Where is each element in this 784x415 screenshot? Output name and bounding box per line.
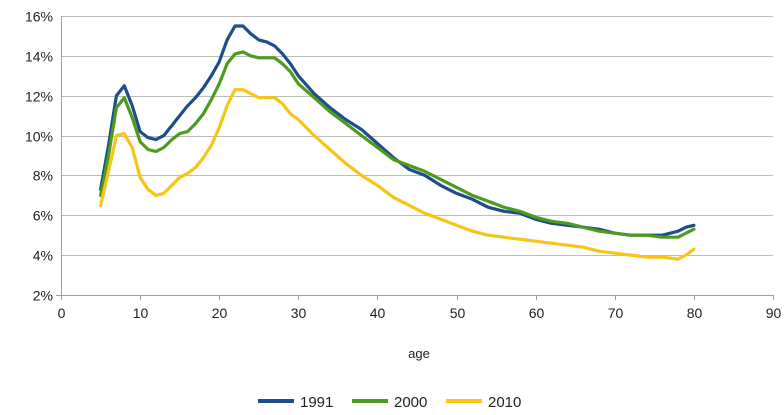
series-line-2010 (99, 88, 696, 261)
x-tick-label: 90 (766, 305, 782, 321)
legend-label-1991: 1991 (300, 394, 333, 411)
y-tick-label: 14% (25, 49, 53, 65)
y-tick-label: 6% (33, 208, 53, 224)
x-tick-label: 40 (370, 305, 386, 321)
tick-labels: 2% 4% 6% 8% 10% 12% 14% 16% 0 10 20 30 40 50 60 70 80 90 (25, 9, 782, 322)
x-tick-label: 70 (608, 305, 624, 321)
x-axis-title: age (408, 346, 430, 361)
y-tick-label: 16% (25, 9, 53, 25)
x-tick-label: 50 (450, 305, 466, 321)
x-tick-label: 80 (687, 305, 703, 321)
legend: 1991 2000 2010 (258, 394, 521, 411)
axes (56, 16, 774, 300)
x-tick-label: 60 (529, 305, 545, 321)
legend-label-2000: 2000 (394, 394, 427, 411)
y-tick-label: 10% (25, 129, 53, 145)
x-tick-label: 0 (58, 305, 66, 321)
y-tick-label: 4% (33, 248, 53, 264)
x-tick-label: 30 (291, 305, 307, 321)
x-tick-label: 20 (212, 305, 228, 321)
gridlines (61, 16, 773, 296)
legend-label-2010: 2010 (488, 394, 521, 411)
series-lines (99, 24, 696, 261)
y-tick-label: 2% (33, 288, 53, 304)
series-line-2000 (99, 50, 696, 239)
y-tick-label: 12% (25, 89, 53, 105)
x-tick-label: 10 (133, 305, 149, 321)
y-tick-label: 8% (33, 168, 53, 184)
